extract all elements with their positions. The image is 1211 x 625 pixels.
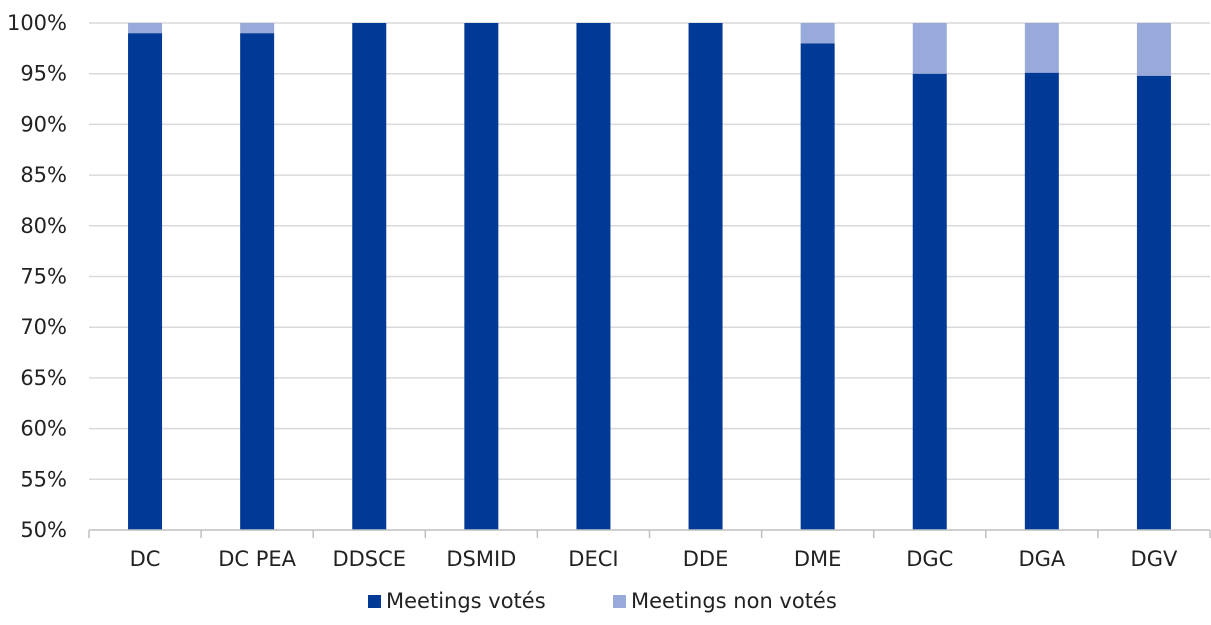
y-tick-label: 60% [20, 417, 67, 441]
y-tick-label: 95% [20, 62, 67, 86]
x-tick-label: DSMID [446, 547, 516, 571]
y-tick-label: 70% [20, 315, 67, 339]
y-tick-label: 85% [20, 163, 67, 187]
legend-label-not-voted: Meetings non votés [631, 589, 837, 613]
bar-not-voted [128, 23, 163, 34]
x-tick-label: DGC [906, 547, 953, 571]
x-tick-label: DC [130, 547, 161, 571]
y-tick-label: 80% [20, 214, 67, 238]
x-tick-label: DGV [1131, 547, 1178, 571]
bar-voted [1024, 72, 1059, 530]
legend: Meetings votés Meetings non votés [368, 589, 837, 613]
bar-voted [800, 43, 835, 530]
legend-swatch-not-voted [613, 595, 626, 608]
x-tick-label: DME [794, 547, 842, 571]
y-tick-label: 75% [20, 265, 67, 289]
bar-not-voted [800, 23, 835, 44]
bar-voted [464, 23, 499, 530]
y-tick-label: 100% [7, 11, 67, 35]
y-tick-label: 55% [20, 467, 67, 491]
legend-label-voted: Meetings votés [386, 589, 546, 613]
legend-swatch-voted [368, 595, 381, 608]
gridlines [89, 22, 1210, 481]
bar-voted [352, 23, 387, 530]
bar-voted [576, 23, 611, 530]
x-tick-label: DDE [683, 547, 729, 571]
x-tick-label: DDSCE [332, 547, 406, 571]
bar-voted [1136, 75, 1171, 530]
y-tick-label: 65% [20, 366, 67, 390]
y-tick-label: 50% [20, 518, 67, 542]
bar-voted [688, 23, 723, 530]
bar-not-voted [1136, 23, 1171, 76]
bar-not-voted [240, 23, 275, 34]
bar-voted [240, 33, 275, 530]
bar-voted [912, 73, 947, 530]
bar-not-voted [912, 23, 947, 74]
bar-not-voted [1024, 23, 1059, 73]
y-tick-label: 90% [20, 112, 67, 136]
bar-voted [128, 33, 163, 530]
x-tick-label: DGA [1018, 547, 1065, 571]
x-tick-label: DC PEA [218, 547, 296, 571]
axes: 50% 55% 60% 65% 70% 75% 80% 85% 90% 95% 100% DC DC P… [7, 11, 1211, 571]
bars [128, 23, 1171, 530]
x-tick-label: DECI [568, 547, 618, 571]
